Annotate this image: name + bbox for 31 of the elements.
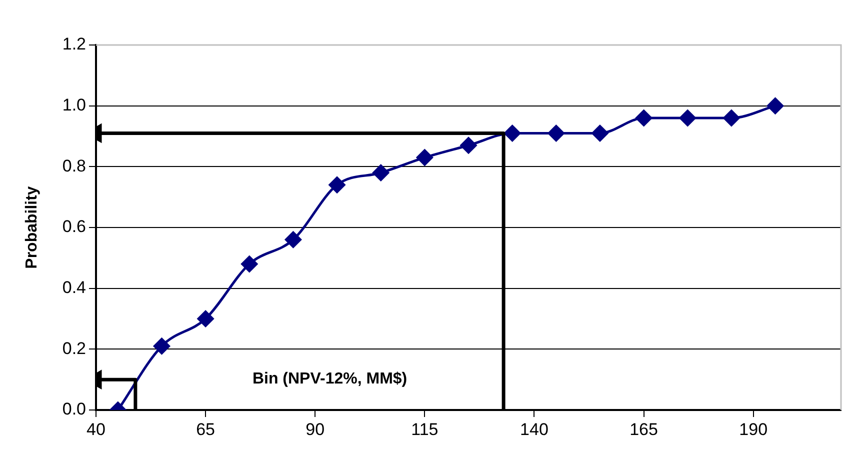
x-tick-label: 190: [739, 420, 768, 439]
point: [284, 231, 302, 248]
x-axis-title: Bin (NPV-12%, MM$): [252, 370, 408, 388]
point: [197, 310, 214, 327]
y-tick-label: 0.0: [62, 400, 86, 419]
y-tick-label: 1.2: [62, 34, 86, 54]
x-tick-label: 115: [411, 420, 438, 439]
point: [679, 110, 696, 126]
point: [416, 149, 433, 166]
y-tick-label: 0.6: [62, 217, 86, 236]
point: [372, 164, 390, 181]
point: [241, 256, 258, 272]
point: [636, 110, 652, 126]
point: [153, 338, 170, 354]
x-tick-label: 140: [520, 420, 548, 439]
point: [592, 124, 608, 142]
y-tick-label: 0.2: [62, 338, 86, 358]
y-axis-title: Probability: [23, 186, 40, 269]
point: [328, 176, 346, 194]
point: [460, 137, 477, 154]
point: [504, 124, 521, 142]
y-tick-label: 0.8: [62, 156, 86, 176]
point: [723, 110, 740, 126]
x-tick-label: 165: [630, 420, 658, 439]
x-tick-label: 90: [306, 420, 325, 439]
y-tick-label: 0.4: [62, 278, 86, 298]
point: [767, 98, 784, 114]
x-tick-label: 65: [196, 420, 216, 439]
y-tick-label: 1.0: [62, 96, 86, 115]
x-tick-label: 40: [86, 420, 106, 439]
point: [548, 124, 564, 142]
